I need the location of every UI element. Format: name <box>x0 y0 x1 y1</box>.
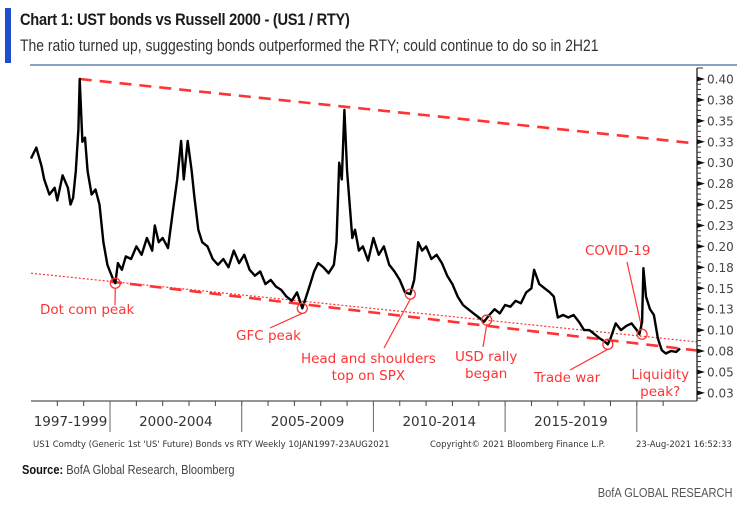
y-major-tick <box>697 327 705 333</box>
y-tick-label: 0.28 <box>707 177 734 191</box>
source-label: Source: <box>22 462 64 477</box>
y-tick-label: 0.03 <box>707 386 734 400</box>
footnote-timestamp: 23-Aug-2021 16:52:33 <box>636 440 732 450</box>
annotation-leader-2 <box>383 298 411 349</box>
annotation-marker-2 <box>404 288 416 300</box>
y-axis-ticks: 0.40 0.38 0.35 0.33 0.30 0.28 0.25 0.23 0.20 0.18… <box>697 67 734 400</box>
y-major-tick <box>697 264 705 270</box>
y-major-tick <box>697 390 705 396</box>
annotation-marker-5 <box>636 328 648 340</box>
annotation-marker-4 <box>602 338 614 350</box>
y-tick-label: 0.33 <box>707 135 734 149</box>
x-period-label: 2010-2014 <box>402 414 476 430</box>
annotation-label-line: Trade war <box>533 370 601 386</box>
annotation-marker-0 <box>109 277 121 289</box>
x-axis-ticks: 1997-1999 2000-2004 2005-2009 2010-2014 2015… <box>34 401 664 432</box>
annotation-label-line: COVID-19 <box>585 243 650 259</box>
annotation-leader-4 <box>569 348 609 371</box>
chart-subtitle: The ratio turned up, suggesting bonds ou… <box>20 36 599 55</box>
y-tick-label: 0.18 <box>707 261 734 275</box>
annotation-label-line: Liquidity <box>631 367 689 383</box>
annotation-label-line: GFC peak <box>236 328 301 344</box>
y-tick-label: 0.25 <box>707 198 734 212</box>
annotation-label-line: Head and shoulders <box>301 351 436 367</box>
source-line: Source: BofA Global Research, Bloomberg <box>22 462 235 477</box>
chart-title: Chart 1: UST bonds vs Russell 2000 - (US… <box>20 10 350 29</box>
y-tick-label: 0.05 <box>707 365 734 379</box>
annotation-label-line: Dot com peak <box>40 302 135 318</box>
x-period-label: 1997-1999 <box>34 414 108 430</box>
annotation-label-line: peak? <box>640 384 680 400</box>
y-major-tick <box>697 285 705 291</box>
annotation-marker-3 <box>481 314 493 326</box>
y-tick-label: 0.38 <box>707 93 734 107</box>
y-tick-label: 0.23 <box>707 219 734 233</box>
y-tick-label: 0.13 <box>707 303 734 317</box>
annotation-label-6: Liquidity peak? <box>631 367 689 400</box>
annotation-label-0: Dot com peak <box>40 302 135 318</box>
y-major-tick <box>697 160 705 166</box>
annotation-markers <box>109 277 648 350</box>
annotation-label-1: GFC peak <box>236 328 301 344</box>
y-major-tick <box>697 97 705 103</box>
y-major-tick <box>697 348 705 354</box>
brand-footer: BofA GLOBAL RESEARCH <box>597 485 732 500</box>
y-major-tick <box>697 222 705 228</box>
y-major-tick <box>697 76 705 82</box>
y-tick-label: 0.40 <box>707 73 734 87</box>
y-tick-label: 0.20 <box>707 240 734 254</box>
y-major-tick <box>697 202 705 208</box>
y-major-tick <box>697 118 705 124</box>
series-line-us1-rty <box>29 77 681 355</box>
annotation-label-5: COVID-19 <box>585 243 650 259</box>
y-major-tick <box>697 181 705 187</box>
annotation-label-4: Trade war <box>533 370 601 386</box>
y-tick-label: 0.15 <box>707 282 734 296</box>
y-tick-label: 0.35 <box>707 114 734 128</box>
trendline-0 <box>79 77 698 145</box>
annotation-label-2: Head and shoulders top on SPX <box>301 351 436 384</box>
y-major-tick <box>697 243 705 249</box>
annotation-label-line: USD rally <box>455 349 517 365</box>
annotation-marker-1 <box>296 302 308 314</box>
y-major-tick <box>697 369 705 375</box>
footnote-copyright: Copyright© 2021 Bloomberg Finance L.P. <box>430 440 605 450</box>
annotation-leader-3 <box>482 324 488 348</box>
y-tick-label: 0.10 <box>707 324 734 338</box>
source-text: BofA Global Research, Bloomberg <box>63 462 235 477</box>
y-major-tick <box>697 306 705 312</box>
footnote-series-desc: US1 Comdty (Generic 1st 'US' Future) Bon… <box>33 440 390 450</box>
y-tick-label: 0.08 <box>707 345 734 359</box>
title-accent-bar <box>5 8 11 63</box>
annotation-label-line: began <box>465 366 507 382</box>
header-separator <box>30 64 737 66</box>
y-major-tick <box>697 139 705 145</box>
annotation-leader-1 <box>269 312 303 329</box>
annotation-label-line: top on SPX <box>332 368 405 384</box>
annotation-leaders <box>114 261 643 371</box>
x-period-label: 2000-2004 <box>139 414 213 430</box>
x-period-label: 2015-2019 <box>534 414 608 430</box>
x-period-label: 2005-2009 <box>271 414 345 430</box>
annotation-leader-5 <box>626 261 643 330</box>
y-tick-label: 0.30 <box>707 156 734 170</box>
annotation-label-3: USD rally began <box>455 349 517 382</box>
